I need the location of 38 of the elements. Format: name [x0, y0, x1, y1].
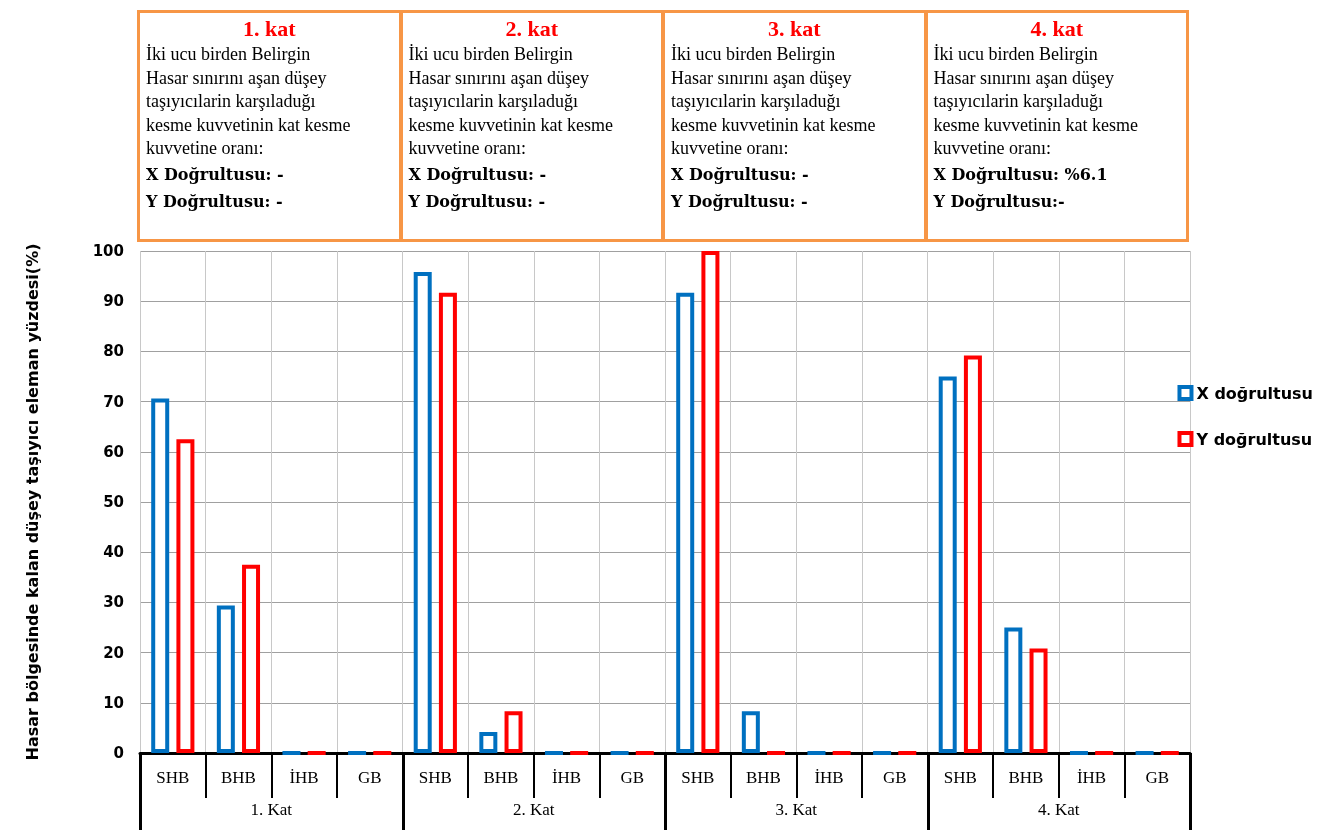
legend-label: Y doğrultusu	[1195, 429, 1313, 449]
x-tick-label: İHB	[1076, 768, 1107, 787]
y-tick-label: 0	[113, 744, 124, 762]
text: 1. kat İki ucu birden Belirgin Hasar sınırını aşan düşey taşıyıcılarin karşıladuğı kesme kuvvetinin kat kesme kuvvetine oranı: X Doğrultusu: - Y Doğrultusu: -	[146, 15, 352, 213]
x-tick-label: BHB	[220, 768, 256, 787]
text: 1. Kat	[249, 800, 293, 821]
text: 3. kat İki ucu birden Belirgin Hasar sınırını aşan düşey taşıyıcılarin karşıladuğı kesme kuvvetinin kat kesme kuvvetine oranı: X Doğrultusu: - Y Doğrultusu: -	[671, 15, 877, 213]
y-tick-label: 70	[103, 392, 124, 411]
x-tick-label: İHB	[814, 768, 844, 787]
y-tick-label: 30	[103, 593, 124, 612]
y-tick-label: 100	[92, 242, 124, 260]
x-tick-label: GB	[882, 768, 907, 787]
x-tick-label: BHB	[745, 768, 781, 787]
x-tick-label: SHB	[156, 768, 190, 787]
text: 4. kat İki ucu birden Belirgin Hasar sınırını aşan düşey taşıyıcılarin karşıladuğı kesme kuvvetinin kat kesme kuvvetine oranı: X Doğrultusu: %6.1 Y Doğrultusu:-	[933, 15, 1139, 213]
text: 4. Kat	[1036, 800, 1081, 821]
text: 3. Kat	[774, 800, 818, 821]
y-axis-title: Hasar bölgesinde kalan düşey taşıyıcı eleman yüzdesi(%)	[22, 243, 42, 761]
text: 2. kat İki ucu birden Belirgin Hasar sınırını aşan düşey taşıyıcılarin karşıladuğı kesme kuvvetinin kat kesme kuvvetine oranı: X Doğrultusu: - Y Doğrultusu: -	[408, 15, 614, 213]
x-tick-label: GB	[620, 768, 644, 787]
x-tick-label: GB	[357, 768, 382, 787]
x-tick-label: SHB	[681, 768, 715, 787]
y-tick-label: 60	[103, 442, 124, 461]
x-tick-label: BHB	[483, 768, 519, 787]
x-tick-label: SHB	[943, 768, 977, 787]
y-tick-label: 10	[103, 693, 124, 712]
text: 2. Kat	[511, 800, 556, 821]
x-tick-label: BHB	[1008, 768, 1044, 787]
y-tick-label: 40	[103, 543, 124, 562]
x-tick-label: İHB	[289, 768, 319, 787]
x-tick-label: İHB	[551, 768, 582, 787]
x-tick-label: GB	[1145, 768, 1169, 787]
y-tick-label: 80	[103, 342, 124, 361]
y-tick-label: 20	[103, 643, 124, 662]
x-tick-label: SHB	[418, 768, 452, 787]
legend-label: X doğrultusu	[1196, 383, 1314, 403]
y-tick-label: 50	[103, 493, 124, 511]
y-tick-label: 90	[103, 292, 124, 311]
